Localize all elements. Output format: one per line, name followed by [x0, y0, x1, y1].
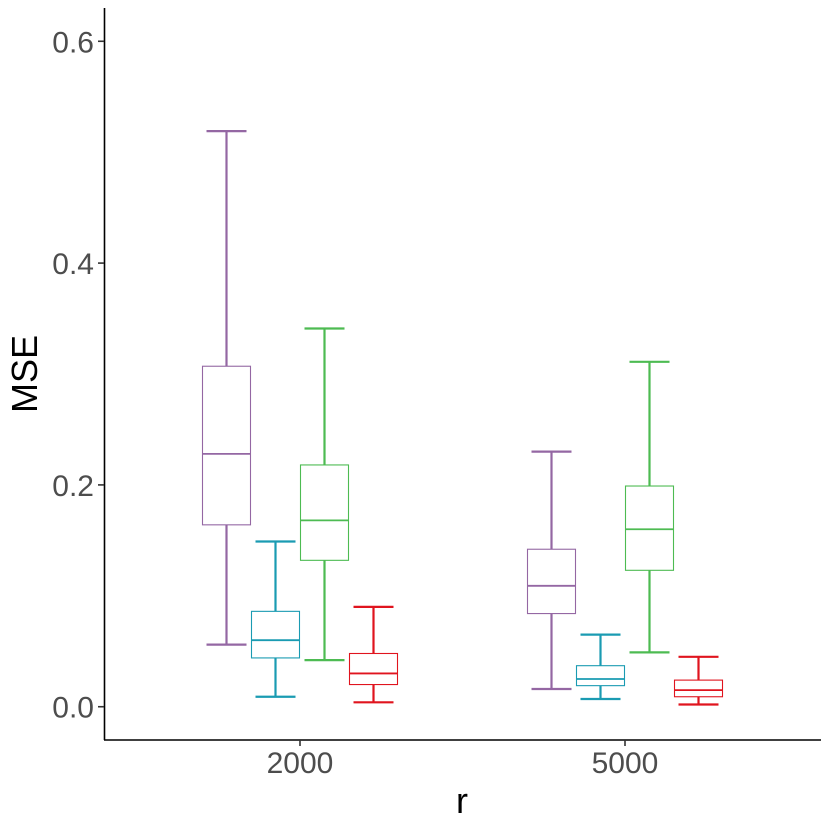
box-2000-series-4: [348, 605, 399, 704]
iqr-box: [250, 610, 301, 659]
x-axis-title: r: [456, 780, 468, 821]
plot-area: [201, 130, 724, 706]
iqr-box: [299, 464, 350, 561]
y-tick-label: 0.4: [52, 248, 94, 281]
iqr-box: [624, 485, 675, 571]
box-5000-series-2: [575, 633, 626, 701]
y-axis-title: MSE: [4, 335, 45, 413]
x-tick-label: 2000: [267, 747, 334, 780]
y-tick-label: 0.0: [52, 692, 94, 725]
y-tick-label: 0.6: [52, 26, 94, 59]
x-tick-label: 5000: [592, 747, 659, 780]
iqr-box: [575, 665, 626, 687]
iqr-box: [673, 679, 724, 698]
box-5000-series-3: [624, 360, 675, 654]
iqr-box: [348, 652, 399, 686]
box-2000-series-3: [299, 327, 350, 662]
box-2000-series-2: [250, 540, 301, 698]
iqr-box: [201, 365, 252, 526]
iqr-box: [526, 548, 577, 615]
box-2000-series-1: [201, 130, 252, 646]
y-tick-label: 0.2: [52, 470, 94, 503]
x-axis-ticks: 2000 5000: [267, 740, 659, 780]
box-5000-series-4: [673, 655, 724, 706]
box-5000-series-1: [526, 450, 577, 691]
y-axis-ticks: 0.0 0.2 0.4 0.6: [52, 26, 104, 725]
